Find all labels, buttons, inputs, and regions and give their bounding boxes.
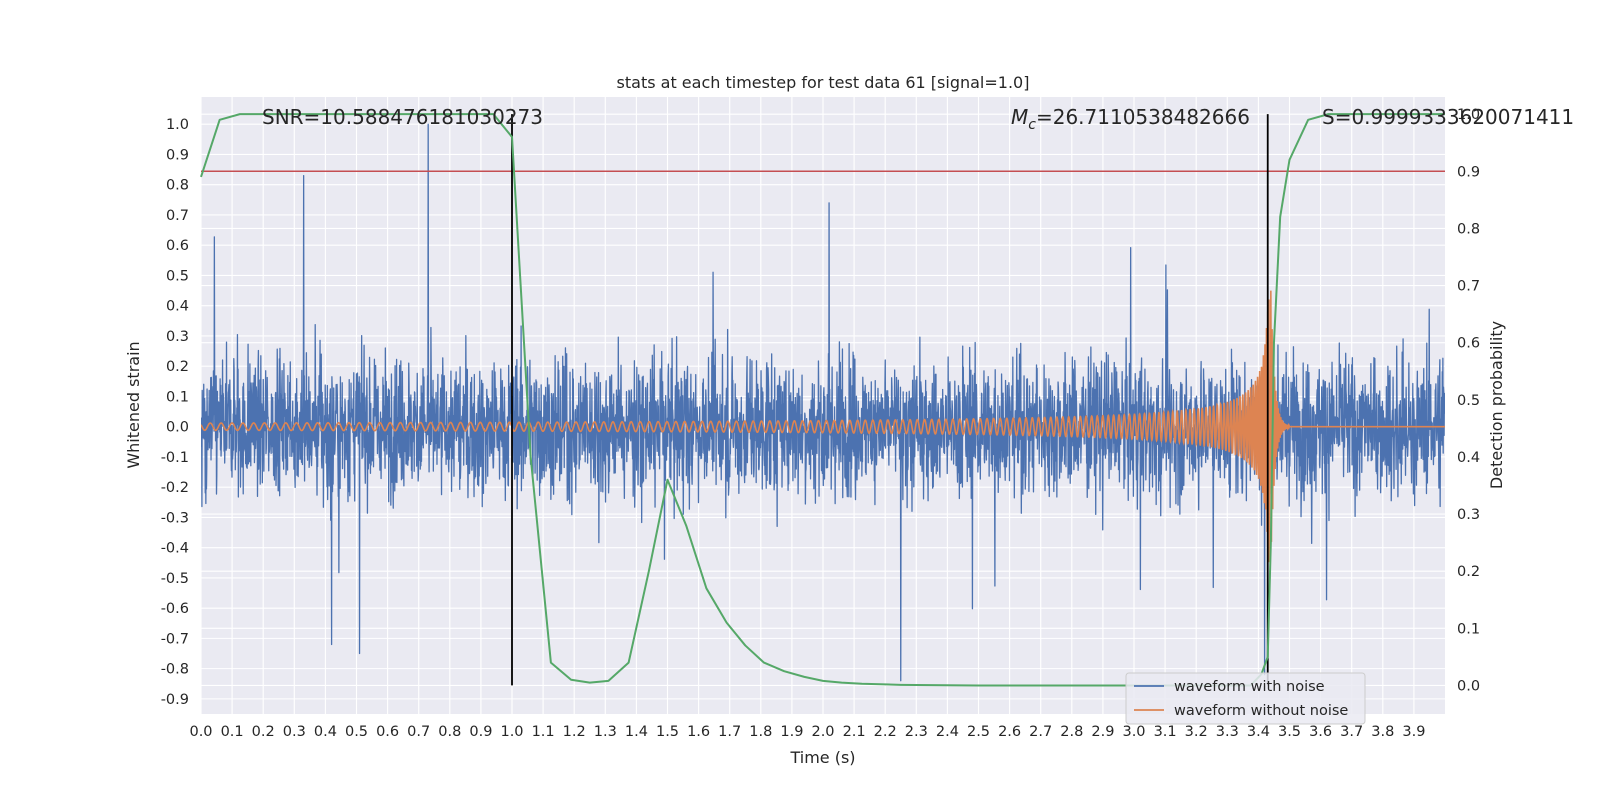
x-tick-label: 1.8	[749, 724, 772, 740]
x-tick-label: 2.1	[843, 724, 866, 740]
y-right-tick-label: 0.0	[1457, 678, 1480, 694]
x-axis-label: Time (s)	[789, 748, 855, 767]
y-right-tick-label: 0.1	[1457, 621, 1480, 637]
y-tick-label: -0.8	[161, 662, 189, 678]
y-right-tick-label: 0.4	[1457, 450, 1480, 466]
probability-trace	[200, 113, 1445, 687]
x-tick-label: 2.0	[811, 724, 834, 740]
x-tick-label: 3.8	[1371, 724, 1394, 740]
x-tick-label: 0.3	[283, 724, 306, 740]
x-tick-label: 0.7	[407, 724, 430, 740]
y-tick-label: 0.9	[166, 147, 189, 163]
x-tick-label: 1.7	[718, 724, 741, 740]
x-tick-label: 1.3	[594, 724, 617, 740]
mc-symbol: M	[1011, 105, 1028, 129]
x-tick-label: 0.0	[189, 724, 212, 740]
x-tick-label: 3.3	[1216, 724, 1239, 740]
y-tick-label: -0.1	[161, 450, 189, 466]
mc-value: =26.7110538482666	[1036, 105, 1250, 129]
x-tick-label: 0.8	[438, 724, 461, 740]
y-right-tick-label: 0.7	[1457, 279, 1480, 295]
series-detection-probability	[200, 113, 1445, 687]
y-tick-label: 0.2	[166, 359, 189, 375]
y-tick-label: -0.7	[161, 631, 189, 647]
x-tick-label: 1.9	[780, 724, 803, 740]
x-tick-label: 2.9	[1091, 724, 1114, 740]
legend: waveform with noise waveform without noi…	[1125, 672, 1366, 725]
y-tick-label: -0.9	[161, 692, 189, 708]
x-tick-label: 2.2	[874, 724, 897, 740]
mc-subscript: c	[1028, 117, 1036, 133]
x-tick-label: 3.1	[1154, 724, 1177, 740]
x-tick-label: 2.4	[936, 724, 959, 740]
x-tick-label: 3.7	[1340, 724, 1363, 740]
x-tick-label: 3.6	[1309, 724, 1332, 740]
s-annotation: S=0.9999333620071411	[1322, 105, 1574, 129]
y-tick-label: -0.2	[161, 480, 189, 496]
legend-label-with-noise: waveform with noise	[1174, 679, 1325, 695]
y-tick-label: -0.4	[161, 541, 189, 557]
x-tick-label: 0.1	[221, 724, 244, 740]
legend-box	[1125, 672, 1366, 725]
x-tick-label: 3.4	[1247, 724, 1270, 740]
x-tick-label: 1.0	[500, 724, 523, 740]
series-waveform-without-noise	[201, 290, 1445, 563]
x-tick-label: 2.6	[998, 724, 1021, 740]
y-tick-label: -0.5	[161, 571, 189, 587]
y-right-tick-label: 0.3	[1457, 507, 1480, 523]
y-right-tick-label: 0.5	[1457, 393, 1480, 409]
x-tick-label: 0.4	[314, 724, 337, 740]
legend-label-without-noise: waveform without noise	[1174, 703, 1348, 719]
y-tick-label: 0.3	[166, 329, 189, 345]
y-right-tick-label: 0.6	[1457, 336, 1480, 352]
x-tick-label: 2.8	[1060, 724, 1083, 740]
x-tick-label: 3.9	[1402, 724, 1425, 740]
x-tick-label: 0.6	[376, 724, 399, 740]
y-tick-label: 0.5	[166, 268, 189, 284]
mc-annotation: Mc=26.7110538482666	[1011, 105, 1250, 133]
y-tick-label: 0.4	[166, 299, 189, 315]
y-right-tick-label: 0.8	[1457, 221, 1480, 237]
x-tick-label: 1.5	[656, 724, 679, 740]
y-right-tick-label: 0.9	[1457, 164, 1480, 180]
y-right-tick-label: 1.0	[1457, 107, 1480, 123]
y-tick-label: 0.7	[166, 208, 189, 224]
chart-title: stats at each timestep for test data 61 …	[617, 73, 1030, 92]
x-tick-label: 1.6	[687, 724, 710, 740]
y-axis-right-label: Detection probability	[1487, 321, 1506, 489]
x-tick-label: 1.1	[532, 724, 555, 740]
y-tick-label: 0.8	[166, 178, 189, 194]
y-axis-label: Whitened strain	[124, 341, 143, 468]
x-tick-label: 0.5	[345, 724, 368, 740]
chirp-trace	[201, 290, 1445, 563]
x-tick-label: 3.0	[1122, 724, 1145, 740]
x-tick-label: 2.7	[1029, 724, 1052, 740]
snr-annotation: SNR=10.588476181030273	[262, 105, 543, 129]
y-tick-label: 1.0	[166, 117, 189, 133]
x-tick-label: 0.9	[469, 724, 492, 740]
y-tick-label: 0.6	[166, 238, 189, 254]
x-tick-label: 1.2	[563, 724, 586, 740]
y-tick-label: -0.3	[161, 510, 189, 526]
x-tick-label: 2.5	[967, 724, 990, 740]
x-tick-label: 1.4	[625, 724, 648, 740]
x-tick-label: 3.5	[1278, 724, 1301, 740]
y-tick-label: 0.1	[166, 389, 189, 405]
y-right-tick-label: 0.2	[1457, 564, 1480, 580]
x-tick-label: 0.2	[252, 724, 275, 740]
x-tick-label: 2.3	[905, 724, 928, 740]
x-tick-label: 3.2	[1185, 724, 1208, 740]
y-tick-label: 0.0	[166, 420, 189, 436]
y-tick-label: -0.6	[161, 601, 189, 617]
